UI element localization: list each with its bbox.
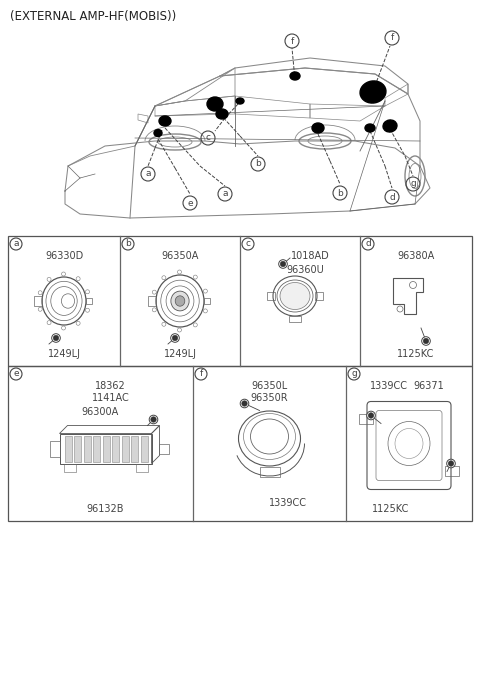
Bar (49, 441, 60, 456)
Bar (64, 435, 72, 462)
Circle shape (422, 337, 430, 345)
Text: 1339CC: 1339CC (268, 498, 307, 508)
Bar (60, 433, 152, 464)
Text: 1249LJ: 1249LJ (48, 349, 81, 359)
Ellipse shape (280, 283, 310, 310)
Text: g: g (351, 370, 357, 379)
Bar (74, 435, 81, 462)
Bar (315, 292, 323, 300)
Bar (260, 466, 279, 477)
Bar (84, 435, 91, 462)
Bar (34, 296, 42, 306)
Text: 1125KC: 1125KC (372, 504, 410, 514)
Ellipse shape (175, 296, 185, 306)
Ellipse shape (207, 97, 223, 111)
Ellipse shape (360, 81, 386, 103)
Text: 96350R: 96350R (251, 393, 288, 403)
Text: a: a (222, 189, 228, 199)
Ellipse shape (159, 116, 171, 126)
Bar (103, 435, 109, 462)
Text: f: f (199, 370, 203, 379)
Bar (86, 298, 92, 304)
Text: 96132B: 96132B (87, 504, 124, 514)
Text: 96350L: 96350L (252, 381, 288, 391)
Ellipse shape (216, 109, 228, 119)
Circle shape (52, 334, 60, 342)
Text: c: c (245, 239, 251, 249)
Bar (8, 236, 472, 366)
Circle shape (279, 260, 288, 268)
Circle shape (151, 416, 156, 422)
Text: d: d (365, 239, 371, 249)
Text: e: e (13, 370, 19, 379)
Circle shape (149, 415, 158, 424)
Circle shape (171, 334, 180, 342)
Ellipse shape (290, 72, 300, 80)
Circle shape (448, 461, 454, 466)
Text: b: b (337, 189, 343, 197)
Bar (8, 366, 472, 521)
Text: 96300A: 96300A (82, 407, 119, 417)
Text: 96350A: 96350A (161, 251, 199, 261)
Text: (EXTERNAL AMP-HF(MOBIS)): (EXTERNAL AMP-HF(MOBIS)) (10, 10, 176, 23)
Bar (121, 435, 129, 462)
Text: a: a (145, 170, 151, 178)
Circle shape (240, 400, 249, 408)
Ellipse shape (383, 120, 397, 132)
Bar (204, 298, 210, 304)
Bar (135, 464, 147, 471)
Text: 96360U: 96360U (286, 265, 324, 275)
Text: 1339CC: 1339CC (370, 381, 408, 391)
Text: e: e (187, 199, 193, 208)
Text: g: g (410, 180, 416, 189)
Bar (158, 443, 168, 454)
Circle shape (172, 335, 178, 341)
Ellipse shape (171, 291, 189, 311)
Text: b: b (255, 160, 261, 168)
Text: 96380A: 96380A (397, 251, 434, 261)
Text: 1141AC: 1141AC (92, 393, 130, 403)
Circle shape (280, 261, 286, 267)
Bar (267, 292, 275, 300)
Ellipse shape (365, 124, 375, 132)
Text: b: b (125, 239, 131, 249)
Bar (131, 435, 138, 462)
Bar (63, 464, 75, 471)
Ellipse shape (154, 130, 162, 137)
Text: 96371: 96371 (414, 381, 444, 391)
Bar (445, 466, 459, 475)
Circle shape (447, 459, 456, 468)
Text: 18362: 18362 (95, 381, 126, 391)
Text: 96330D: 96330D (45, 251, 83, 261)
Text: 1249LJ: 1249LJ (164, 349, 196, 359)
Bar (148, 296, 156, 306)
Text: 1125KC: 1125KC (397, 349, 435, 359)
Circle shape (367, 411, 375, 420)
Ellipse shape (312, 123, 324, 133)
Bar (289, 316, 301, 322)
Text: c: c (205, 133, 211, 143)
Circle shape (423, 338, 429, 344)
Bar (141, 435, 147, 462)
Text: f: f (290, 37, 294, 45)
Ellipse shape (236, 98, 244, 104)
Bar (359, 414, 373, 423)
Circle shape (368, 413, 374, 418)
Text: 1018AD: 1018AD (290, 251, 329, 261)
Circle shape (242, 401, 247, 406)
Bar (112, 435, 119, 462)
Text: f: f (390, 34, 394, 43)
Text: a: a (13, 239, 19, 249)
Bar (93, 435, 100, 462)
Circle shape (53, 335, 59, 341)
Text: d: d (389, 193, 395, 201)
